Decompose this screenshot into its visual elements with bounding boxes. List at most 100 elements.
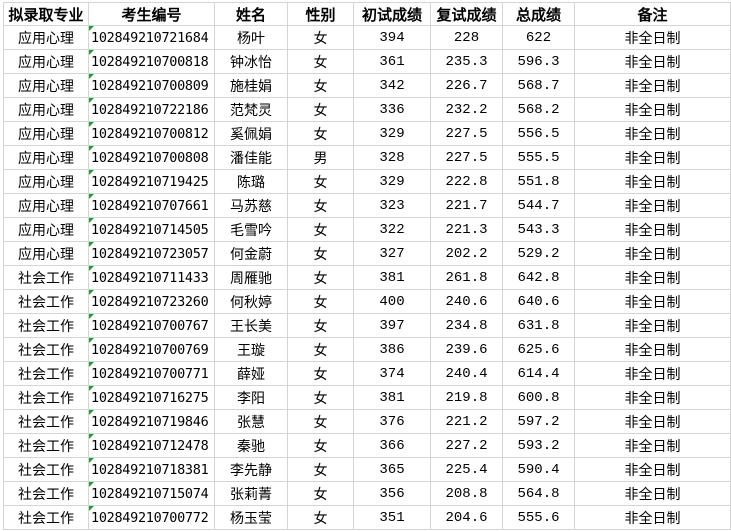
cell-initial-score[interactable]: 327 (353, 241, 431, 266)
cell-initial-score[interactable]: 328 (353, 145, 431, 170)
cell-remark[interactable]: 非全日制 (574, 505, 731, 530)
cell-retest-score[interactable]: 234.8 (430, 313, 503, 338)
cell-initial-score[interactable]: 342 (353, 73, 431, 98)
cell-initial-score[interactable]: 329 (353, 169, 431, 194)
cell-gender[interactable]: 女 (287, 385, 354, 410)
cell-retest-score[interactable]: 204.6 (430, 505, 503, 530)
cell-major[interactable]: 社会工作 (3, 481, 89, 506)
cell-gender[interactable]: 女 (287, 457, 354, 482)
cell-retest-score[interactable]: 240.6 (430, 289, 503, 314)
cell-remark[interactable]: 非全日制 (574, 313, 731, 338)
cell-remark[interactable]: 非全日制 (574, 73, 731, 98)
cell-initial-score[interactable]: 329 (353, 121, 431, 146)
cell-major[interactable]: 社会工作 (3, 337, 89, 362)
cell-retest-score[interactable]: 227.5 (430, 121, 503, 146)
cell-major[interactable]: 社会工作 (3, 433, 89, 458)
cell-name[interactable]: 奚佩娟 (214, 121, 288, 146)
header-gender[interactable]: 性别 (287, 2, 354, 26)
cell-initial-score[interactable]: 381 (353, 265, 431, 290)
cell-name[interactable]: 毛雪吟 (214, 217, 288, 242)
cell-name[interactable]: 张慧 (214, 409, 288, 434)
cell-major[interactable]: 应用心理 (3, 193, 89, 218)
cell-retest-score[interactable]: 239.6 (430, 337, 503, 362)
cell-total-score[interactable]: 556.5 (502, 121, 575, 146)
cell-candidate-id[interactable]: 102849210716275 (88, 385, 215, 410)
cell-retest-score[interactable]: 226.7 (430, 73, 503, 98)
cell-remark[interactable]: 非全日制 (574, 25, 731, 50)
cell-name[interactable]: 范梵灵 (214, 97, 288, 122)
header-retest-score[interactable]: 复试成绩 (430, 2, 503, 26)
cell-major[interactable]: 社会工作 (3, 505, 89, 530)
cell-initial-score[interactable]: 323 (353, 193, 431, 218)
cell-initial-score[interactable]: 400 (353, 289, 431, 314)
cell-gender[interactable]: 女 (287, 49, 354, 74)
cell-gender[interactable]: 女 (287, 265, 354, 290)
cell-name[interactable]: 李阳 (214, 385, 288, 410)
cell-retest-score[interactable]: 227.5 (430, 145, 503, 170)
cell-initial-score[interactable]: 397 (353, 313, 431, 338)
cell-candidate-id[interactable]: 102849210700772 (88, 505, 215, 530)
cell-total-score[interactable]: 631.8 (502, 313, 575, 338)
cell-name[interactable]: 马苏慈 (214, 193, 288, 218)
cell-initial-score[interactable]: 374 (353, 361, 431, 386)
cell-major[interactable]: 社会工作 (3, 313, 89, 338)
header-candidate-id[interactable]: 考生编号 (88, 2, 215, 26)
cell-retest-score[interactable]: 235.3 (430, 49, 503, 74)
cell-candidate-id[interactable]: 102849210700812 (88, 121, 215, 146)
cell-major[interactable]: 社会工作 (3, 265, 89, 290)
cell-total-score[interactable]: 543.3 (502, 217, 575, 242)
cell-remark[interactable]: 非全日制 (574, 289, 731, 314)
cell-retest-score[interactable]: 208.8 (430, 481, 503, 506)
cell-name[interactable]: 何金蔚 (214, 241, 288, 266)
cell-remark[interactable]: 非全日制 (574, 145, 731, 170)
cell-gender[interactable]: 女 (287, 193, 354, 218)
cell-major[interactable]: 社会工作 (3, 457, 89, 482)
cell-retest-score[interactable]: 219.8 (430, 385, 503, 410)
cell-total-score[interactable]: 568.2 (502, 97, 575, 122)
cell-initial-score[interactable]: 376 (353, 409, 431, 434)
cell-gender[interactable]: 女 (287, 73, 354, 98)
cell-gender[interactable]: 女 (287, 337, 354, 362)
cell-remark[interactable]: 非全日制 (574, 49, 731, 74)
cell-name[interactable]: 陈璐 (214, 169, 288, 194)
header-major[interactable]: 拟录取专业 (3, 2, 89, 26)
cell-total-score[interactable]: 597.2 (502, 409, 575, 434)
cell-total-score[interactable]: 614.4 (502, 361, 575, 386)
cell-total-score[interactable]: 590.4 (502, 457, 575, 482)
header-remark[interactable]: 备注 (574, 2, 731, 26)
cell-major[interactable]: 应用心理 (3, 217, 89, 242)
cell-total-score[interactable]: 564.8 (502, 481, 575, 506)
cell-gender[interactable]: 女 (287, 25, 354, 50)
cell-major[interactable]: 社会工作 (3, 385, 89, 410)
cell-candidate-id[interactable]: 102849210718381 (88, 457, 215, 482)
cell-candidate-id[interactable]: 102849210700767 (88, 313, 215, 338)
cell-candidate-id[interactable]: 102849210700818 (88, 49, 215, 74)
cell-name[interactable]: 潘佳能 (214, 145, 288, 170)
cell-total-score[interactable]: 544.7 (502, 193, 575, 218)
cell-name[interactable]: 薛娅 (214, 361, 288, 386)
cell-gender[interactable]: 女 (287, 289, 354, 314)
cell-candidate-id[interactable]: 102849210719846 (88, 409, 215, 434)
cell-retest-score[interactable]: 227.2 (430, 433, 503, 458)
cell-major[interactable]: 应用心理 (3, 97, 89, 122)
cell-candidate-id[interactable]: 102849210715074 (88, 481, 215, 506)
cell-gender[interactable]: 女 (287, 433, 354, 458)
cell-gender[interactable]: 女 (287, 505, 354, 530)
cell-remark[interactable]: 非全日制 (574, 409, 731, 434)
cell-initial-score[interactable]: 365 (353, 457, 431, 482)
header-initial-score[interactable]: 初试成绩 (353, 2, 431, 26)
cell-total-score[interactable]: 622 (502, 25, 575, 50)
cell-gender[interactable]: 女 (287, 217, 354, 242)
cell-major[interactable]: 应用心理 (3, 121, 89, 146)
cell-remark[interactable]: 非全日制 (574, 121, 731, 146)
cell-candidate-id[interactable]: 102849210722186 (88, 97, 215, 122)
cell-retest-score[interactable]: 240.4 (430, 361, 503, 386)
cell-remark[interactable]: 非全日制 (574, 481, 731, 506)
cell-name[interactable]: 李先静 (214, 457, 288, 482)
cell-name[interactable]: 何秋婷 (214, 289, 288, 314)
cell-initial-score[interactable]: 386 (353, 337, 431, 362)
header-total-score[interactable]: 总成绩 (502, 2, 575, 26)
cell-initial-score[interactable]: 322 (353, 217, 431, 242)
cell-candidate-id[interactable]: 102849210714505 (88, 217, 215, 242)
cell-candidate-id[interactable]: 102849210700809 (88, 73, 215, 98)
